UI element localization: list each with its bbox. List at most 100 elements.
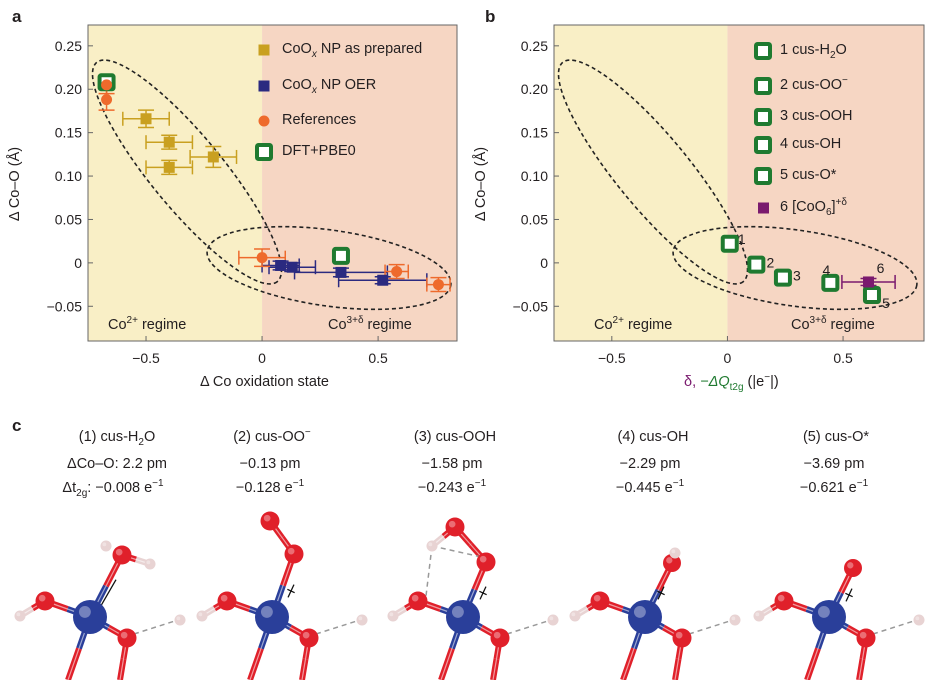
panel-b-ytick-label: 0.05 bbox=[521, 211, 548, 227]
structure-3-hbond bbox=[431, 545, 487, 559]
structure-2-title: (2) cus-OO− bbox=[233, 427, 311, 445]
structure-1-cobalt-atom bbox=[73, 600, 107, 634]
panel-a-series2-point bbox=[391, 266, 403, 278]
panel-a-series1-point bbox=[335, 266, 347, 278]
structure-4-dt: −0.445 e−1 bbox=[615, 478, 685, 496]
panel-b-co3-cluster-ellipse bbox=[672, 225, 918, 311]
structure-4-oxygen-atom-shine bbox=[675, 631, 683, 639]
structure-2-hydrogen-atom bbox=[356, 614, 368, 626]
structure-4-bond-change-arrow bbox=[657, 586, 665, 600]
panel-a-series0-point bbox=[207, 151, 219, 163]
panel-a-series1-point bbox=[286, 261, 298, 273]
structure-3-dt: −0.243 e−1 bbox=[417, 478, 487, 496]
structure-5-oxygen-atom bbox=[844, 559, 862, 577]
panel-b-point-4 bbox=[821, 273, 840, 292]
panel-b-co2-region bbox=[554, 25, 728, 341]
structure-1-oxygen-atom bbox=[117, 628, 137, 648]
structure-3-oxygen-atom bbox=[408, 591, 428, 611]
structure-3-oxygen-atom bbox=[445, 517, 465, 537]
panel-a-series1-point bbox=[377, 274, 389, 286]
panel-a-legend-marker-0 bbox=[258, 44, 270, 56]
panel-b-point-label-6: 6 bbox=[877, 260, 885, 276]
structure-4-oxygen-atom-shine bbox=[593, 594, 601, 602]
structure-4-hydrogen-atom-shine bbox=[571, 612, 576, 617]
structure-5-oxygen-atom-shine bbox=[847, 562, 854, 569]
structure-5-cobalt-atom-shine bbox=[817, 605, 830, 618]
panel-b-point-2 bbox=[747, 255, 766, 274]
panel-a-legend-marker-3 bbox=[255, 143, 273, 161]
structure-3-bond-change-arrow bbox=[479, 586, 487, 600]
structure-5-dco: −3.69 pm bbox=[803, 456, 865, 472]
structure-2-oxygen-atom bbox=[284, 544, 304, 564]
panel-a-legend-marker-2 bbox=[258, 115, 270, 127]
structure-1-dco: ΔCo–O: 2.2 pm bbox=[67, 456, 167, 472]
panel-b-point-label-2: 2 bbox=[766, 255, 774, 271]
panel-a-co3-cluster-ellipse bbox=[206, 225, 452, 311]
panel-b-legend-marker-3 bbox=[754, 136, 772, 154]
structure-2-oxygen-atom-shine bbox=[220, 594, 228, 602]
panel-a-ytick-label: 0 bbox=[74, 255, 82, 271]
panel-a-ytick-label: 0.10 bbox=[55, 168, 82, 184]
structure-5-hbond bbox=[872, 619, 918, 635]
x-axis-label-b: δ, −ΔQt2g (|e−|) bbox=[684, 372, 779, 393]
structure-3-hydrogen-atom bbox=[387, 610, 399, 622]
panel-a-co3-region bbox=[262, 25, 457, 341]
structure-4-dco: −2.29 pm bbox=[619, 456, 681, 472]
panel-label-a: a bbox=[12, 7, 22, 26]
structure-3-hydrogen-atom bbox=[547, 614, 559, 626]
structure-3-oxygen-atom bbox=[476, 552, 496, 572]
structure-5-oxygen-atom-shine bbox=[777, 594, 785, 602]
structure-1-hydrogen-atom bbox=[100, 540, 112, 552]
panel-a-ytick-label: 0.05 bbox=[55, 211, 82, 227]
structure-3-hydrogen-atom-shine bbox=[549, 616, 554, 621]
structure-4-oxygen-atom bbox=[663, 554, 681, 572]
structure-1-hydrogen-atom-shine bbox=[102, 542, 107, 547]
structure-3-title: (3) cus-OOH bbox=[413, 429, 497, 445]
structure-3-cobalt-atom bbox=[446, 600, 480, 634]
structure-4-hydrogen-atom-shine bbox=[671, 549, 676, 554]
structure-4-bond-change-arrow-bar bbox=[657, 590, 665, 596]
x-axis-label-a: Δ Co oxidation state bbox=[200, 374, 329, 390]
legend-b-4: 4 cus-OH bbox=[780, 136, 842, 152]
structure-2-oxygen-atom bbox=[217, 591, 237, 611]
structure-4-oxygen-atom bbox=[672, 628, 692, 648]
y-axis-label-a: Δ Co–O (Å) bbox=[7, 146, 24, 222]
panel-b-point-label-3: 3 bbox=[793, 268, 801, 284]
structure-2-oxygen-atom-shine bbox=[302, 631, 310, 639]
structure-2-dt: −0.128 e−1 bbox=[235, 478, 305, 496]
region-label-co2: Co2+ regime bbox=[108, 315, 187, 333]
structure-5-cobalt-atom bbox=[812, 600, 846, 634]
structure-3-oxygen-atom-shine bbox=[448, 520, 456, 528]
structure-2-hbond bbox=[315, 619, 361, 635]
panel-label-c: c bbox=[12, 416, 22, 435]
structure-2-oxygen-atom bbox=[260, 511, 280, 531]
structure-1-hbond bbox=[133, 619, 179, 635]
structure-5-bond-change-arrow bbox=[845, 588, 853, 602]
panel-a-ytick-label: 0.25 bbox=[55, 38, 82, 54]
panel-a-xtick-label: 0.5 bbox=[368, 350, 388, 366]
panel-a-plot-frame bbox=[87, 24, 458, 342]
structure-3-bond-change-arrow-bar bbox=[479, 590, 487, 596]
structure-4-oxygen-atom-shine bbox=[666, 557, 673, 564]
structure-5-oxygen-atom bbox=[856, 628, 876, 648]
panel-b-point-6 bbox=[863, 276, 874, 288]
panel-a-series0-point bbox=[140, 113, 152, 125]
structure-1-hydrogen-atom-shine bbox=[176, 616, 181, 621]
structure-5-hydrogen-atom-shine bbox=[755, 612, 760, 617]
panel-b-legend-marker-2 bbox=[754, 108, 772, 126]
panel-a-series1-point bbox=[275, 259, 287, 271]
panel-a-ytick-label: 0.20 bbox=[55, 81, 82, 97]
structure-3-hydrogen-atom-shine bbox=[428, 542, 433, 547]
structure-2-bond-change-arrow-bar bbox=[287, 588, 295, 594]
legend-b-1: 1 cus-H2O bbox=[780, 42, 847, 61]
structure-1-oxygen-atom bbox=[112, 545, 132, 565]
structure-2-hydrogen-atom bbox=[196, 610, 208, 622]
structure-4-oxygen-atom bbox=[590, 591, 610, 611]
region-label-co3-b: Co3+δ regime bbox=[791, 315, 875, 333]
structure-4-hydrogen-atom bbox=[569, 610, 581, 622]
legend-oer: CoOx NP OER bbox=[282, 77, 377, 96]
structure-1-title: (1) cus-H2O bbox=[78, 429, 156, 448]
structure-5-oxygen-atom-shine bbox=[859, 631, 867, 639]
panel-b-ytick-label: 0 bbox=[540, 255, 548, 271]
